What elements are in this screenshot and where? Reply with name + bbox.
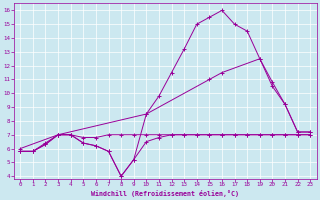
X-axis label: Windchill (Refroidissement éolien,°C): Windchill (Refroidissement éolien,°C) [91, 190, 239, 197]
